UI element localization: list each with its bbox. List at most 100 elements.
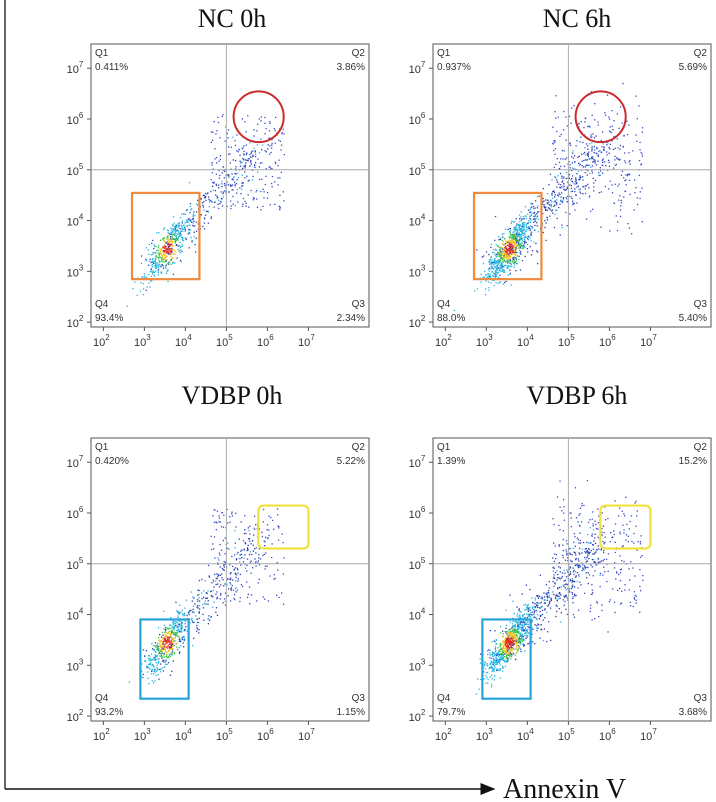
scatter-point xyxy=(267,600,269,602)
scatter-point xyxy=(522,225,524,227)
scatter-point xyxy=(495,659,498,661)
scatter-point xyxy=(494,275,496,277)
scatter-point xyxy=(490,275,492,278)
scatter-point xyxy=(158,268,160,271)
y-tick-label: 104 xyxy=(67,607,84,623)
scatter-point xyxy=(515,652,518,654)
scatter-point xyxy=(579,175,581,177)
scatter-point xyxy=(163,637,165,639)
scatter-point xyxy=(229,521,231,523)
scatter-point xyxy=(524,235,526,237)
scatter-point xyxy=(150,280,152,282)
scatter-point xyxy=(486,663,488,665)
scatter-point xyxy=(586,164,589,166)
scatter-point xyxy=(160,253,162,255)
scatter-point xyxy=(510,647,512,649)
scatter-point xyxy=(270,182,273,185)
scatter-point xyxy=(568,548,570,550)
scatter-point xyxy=(536,250,538,252)
scatter-point xyxy=(564,600,566,603)
scatter-point xyxy=(616,572,618,574)
scatter-point xyxy=(503,254,505,256)
scatter-point xyxy=(593,553,595,555)
scatter-point xyxy=(486,650,488,652)
scatter-point xyxy=(513,625,516,627)
scatter-point xyxy=(609,599,611,601)
scatter-point xyxy=(517,623,519,625)
scatter-point xyxy=(526,605,528,607)
scatter-point xyxy=(248,179,250,181)
scatter-point xyxy=(529,612,531,614)
scatter-point xyxy=(500,656,502,658)
scatter-point xyxy=(574,209,576,211)
scatter-point xyxy=(525,215,527,217)
scatter-point xyxy=(154,262,157,264)
scatter-point xyxy=(513,243,516,246)
scatter-point xyxy=(524,237,526,239)
scatter-point xyxy=(494,263,497,265)
scatter-point xyxy=(205,592,208,594)
scatter-point xyxy=(529,615,531,618)
scatter-point xyxy=(171,670,173,672)
scatter-point xyxy=(185,213,187,215)
scatter-point xyxy=(545,206,547,208)
scatter-point xyxy=(579,178,581,180)
scatter-point xyxy=(612,588,614,590)
scatter-point xyxy=(506,641,508,643)
scatter-point xyxy=(167,245,170,247)
scatter-point xyxy=(506,661,508,663)
scatter-point xyxy=(636,140,638,142)
scatter-point xyxy=(575,557,577,560)
scatter-point xyxy=(571,580,574,582)
scatter-point xyxy=(520,624,522,626)
scatter-point xyxy=(172,252,174,254)
scatter-point xyxy=(518,245,520,247)
scatter-point xyxy=(641,155,643,157)
scatter-point xyxy=(584,566,586,568)
scatter-point xyxy=(239,597,241,599)
scatter-point xyxy=(204,197,206,199)
scatter-point xyxy=(173,633,175,635)
scatter-point xyxy=(171,245,173,247)
scatter-point xyxy=(258,548,260,550)
scatter-point xyxy=(635,525,637,527)
scatter-point xyxy=(587,551,589,553)
scatter-point xyxy=(164,660,166,663)
scatter-point xyxy=(521,232,524,234)
scatter-point xyxy=(553,200,555,203)
scatter-point xyxy=(149,270,151,273)
scatter-point xyxy=(635,599,637,601)
scatter-point xyxy=(260,190,262,193)
scatter-point xyxy=(501,251,503,253)
scatter-point xyxy=(502,236,504,238)
scatter-point xyxy=(510,245,512,247)
scatter-point xyxy=(551,209,554,211)
scatter-point xyxy=(207,210,209,212)
scatter-point xyxy=(515,237,517,239)
scatter-point xyxy=(234,567,236,569)
scatter-point xyxy=(501,254,503,256)
quadrant-q1-value: 0.937% xyxy=(437,62,471,73)
scatter-point xyxy=(594,159,596,161)
scatter-point xyxy=(161,258,163,260)
scatter-point xyxy=(170,231,172,233)
scatter-point xyxy=(165,272,168,275)
scatter-point xyxy=(196,630,198,632)
scatter-point xyxy=(169,240,171,242)
scatter-point xyxy=(268,515,270,517)
scatter-point xyxy=(211,201,213,203)
scatter-point xyxy=(517,650,519,652)
scatter-point xyxy=(181,250,183,253)
scatter-point xyxy=(571,107,573,109)
scatter-point xyxy=(555,557,557,560)
scatter-point xyxy=(157,246,159,249)
scatter-point xyxy=(281,533,283,535)
scatter-point xyxy=(518,229,520,231)
scatter-point xyxy=(625,496,627,498)
scatter-point xyxy=(565,157,568,159)
scatter-point xyxy=(248,538,250,540)
scatter-point xyxy=(171,645,173,647)
scatter-point xyxy=(503,260,505,262)
scatter-point xyxy=(585,552,587,554)
